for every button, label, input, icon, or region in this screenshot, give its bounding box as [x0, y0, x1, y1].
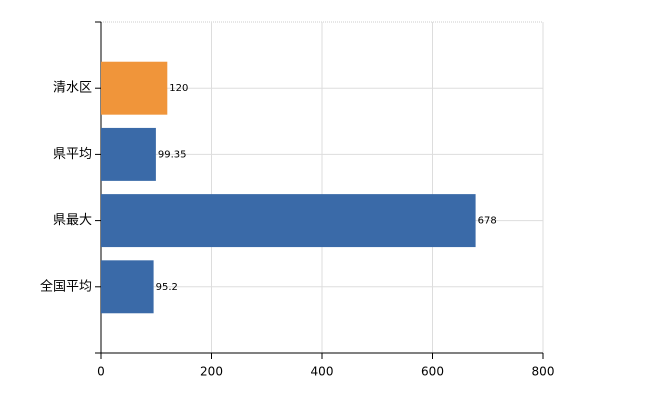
value-label: 678: [478, 216, 497, 227]
value-label: 120: [169, 83, 188, 94]
y-tick-label: 全国平均: [40, 278, 92, 294]
y-tick-label: 県平均: [53, 147, 92, 162]
y-tick-label: 清水区: [53, 81, 92, 96]
x-tick-label: 800: [532, 365, 555, 379]
x-tick-label: 0: [97, 365, 105, 379]
x-tick-label: 400: [311, 365, 334, 379]
value-label: 95.2: [156, 282, 178, 293]
bar: [101, 194, 476, 248]
y-tick-label: 県最大: [53, 213, 92, 228]
bar: [101, 260, 154, 314]
x-tick-label: 200: [200, 365, 223, 379]
bar: [101, 61, 168, 115]
bar: [101, 127, 156, 181]
x-tick-label: 600: [421, 365, 444, 379]
value-label: 99.35: [158, 149, 187, 160]
